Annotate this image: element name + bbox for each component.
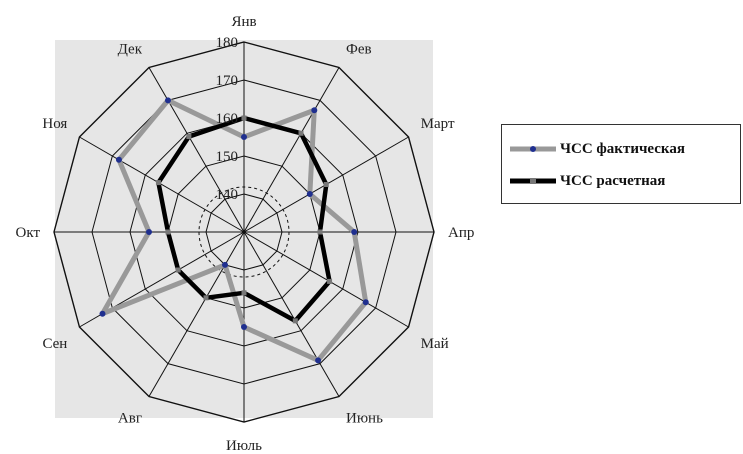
legend-label-actual: ЧСС фактическая (560, 140, 685, 157)
series-1-point-9 (165, 229, 171, 235)
series-1-point-5 (292, 318, 298, 324)
tick-label-160: 160 (216, 111, 239, 127)
category-label-3: Апр (448, 225, 474, 241)
series-0-point-3 (351, 229, 358, 235)
category-label-5: Июнь (346, 411, 383, 427)
category-label-0: Янв (231, 14, 256, 30)
series-0-point-7 (222, 261, 228, 268)
tick-label-180: 180 (216, 35, 239, 51)
category-label-1: Фев (346, 41, 372, 57)
series-0-point-10 (115, 156, 122, 163)
series-1-point-3 (317, 229, 323, 235)
spoke-4 (243, 231, 409, 328)
spoke-10 (79, 136, 245, 233)
spoke-5 (243, 231, 340, 397)
category-label-9: Окт (16, 225, 41, 241)
spoke-1 (243, 67, 340, 233)
category-label-4: Май (421, 336, 449, 352)
tick-label-150: 150 (216, 149, 239, 165)
series-1-point-4 (327, 278, 333, 284)
series-0-point-2 (306, 191, 313, 197)
series-layer (99, 97, 369, 364)
series-0-point-4 (362, 299, 369, 306)
series-1-point-7 (203, 295, 209, 301)
legend-swatch-estimated (510, 178, 556, 184)
series-1-point-2 (323, 182, 329, 187)
series-0-point-9 (146, 229, 152, 235)
category-label-2: Март (421, 116, 455, 132)
category-label-11: Дек (118, 41, 143, 57)
series-1-point-1 (298, 130, 304, 136)
category-label-6: Июль (226, 438, 262, 454)
series-0-point-6 (241, 324, 247, 330)
spoke-7 (148, 231, 245, 397)
legend: ЧСС фактическая ЧСС расчетная (501, 124, 741, 204)
series-0-point-11 (165, 97, 171, 104)
series-0-point-1 (311, 107, 318, 114)
series-0-point-5 (315, 357, 322, 364)
series-0-point-0 (241, 134, 247, 140)
category-labels: Янв Фев Март Апр Май Июнь Июль Авг Сен Окт Ноя Дек (16, 14, 475, 454)
legend-swatch-actual (510, 146, 556, 152)
legend-item-actual: ЧСС фактическая (508, 139, 685, 159)
tick-label-170: 170 (216, 73, 239, 89)
tick-labels: 140 150 160 170 180 (216, 35, 239, 203)
category-label-8: Сен (42, 336, 67, 352)
category-label-7: Авг (118, 411, 142, 427)
series-0-point-8 (99, 310, 106, 317)
series-1-point-10 (155, 180, 161, 186)
spoke-11 (148, 67, 245, 233)
category-label-10: Ноя (42, 116, 67, 132)
tick-label-140: 140 (216, 187, 239, 203)
series-1-point-0 (241, 115, 247, 121)
series-1-point-11 (186, 134, 192, 140)
series-1-point-6 (241, 290, 247, 296)
series-1-point-8 (175, 267, 181, 273)
legend-label-estimated: ЧСС расчетная (560, 172, 666, 189)
legend-item-estimated: ЧСС расчетная (508, 171, 665, 191)
